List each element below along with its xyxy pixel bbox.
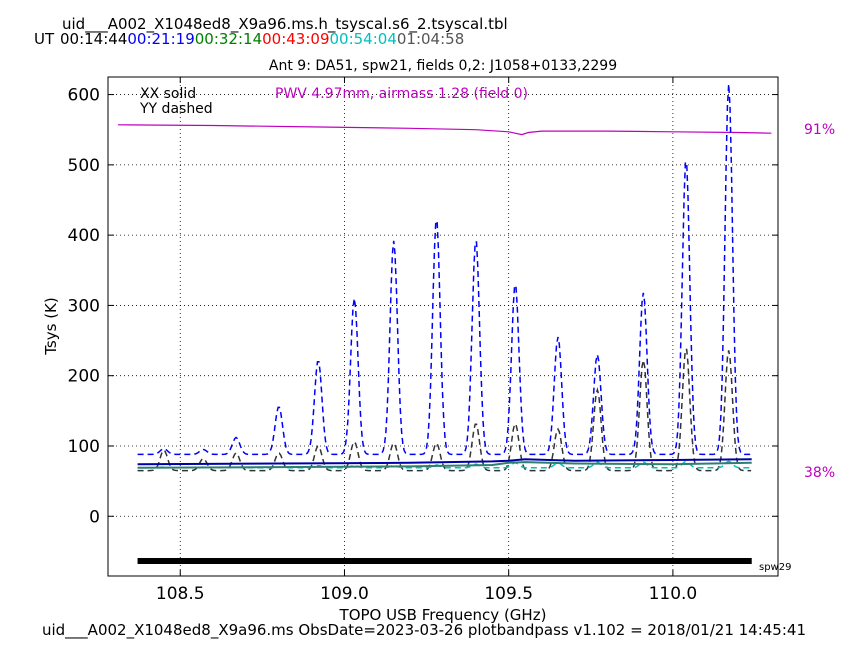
legend-xx: XX solid (140, 86, 196, 102)
x-tick-label: 108.5 (156, 584, 205, 604)
axis-ticks: 0 100 200 300 400 500 600 108.5 109.0 109.5 110.0 (68, 77, 778, 604)
y-tick-label: 300 (68, 296, 100, 316)
ut-time-6: 01:04:58 (397, 30, 464, 48)
legend-yy: YY dashed (139, 101, 213, 117)
transmission-top-label: 91% (804, 122, 835, 138)
chart-subtitle: Ant 9: DA51, spw21, fields 0,2: J1058+01… (269, 58, 617, 74)
y-tick-label: 0 (89, 507, 100, 527)
y-tick-label: 400 (68, 226, 100, 246)
ut-time-4: 00:43:09 (262, 30, 329, 48)
x-axis-label: TOPO USB Frequency (GHz) (339, 606, 547, 624)
spw-label: spw29 (759, 562, 791, 573)
atm-transmission-line (117, 124, 772, 136)
xx-series-line (137, 458, 752, 466)
ut-time-1: 00:14:44 (60, 30, 127, 48)
footer-text: uid___A002_X1048ed8_X9a96.ms ObsDate=202… (42, 621, 806, 640)
y-tick-label: 600 (68, 86, 100, 106)
ut-label: UT (34, 30, 55, 48)
plot-frame (107, 76, 779, 577)
y-tick-label: 100 (68, 437, 100, 457)
plot-series (117, 83, 772, 564)
y-tick-label: 500 (68, 156, 100, 176)
yy-series-line (137, 83, 752, 456)
xx-series-line (137, 461, 752, 469)
x-tick-label: 109.0 (320, 584, 369, 604)
y-tick-label: 200 (68, 367, 100, 387)
ut-times: 00:14:4400:21:1900:32:1400:43:0900:54:04… (60, 30, 464, 48)
yy-series-line (137, 348, 752, 472)
ut-time-5: 00:54:04 (330, 30, 397, 48)
ut-time-2: 00:21:19 (127, 30, 194, 48)
transmission-bottom-label: 38% (804, 465, 835, 481)
ut-time-3: 00:32:14 (195, 30, 262, 48)
y-axis-label: Tsys (K) (42, 297, 60, 356)
table-title: uid___A002_X1048ed8_X9a96.ms.h_tsyscal.s… (62, 15, 508, 34)
x-tick-label: 110.0 (649, 584, 698, 604)
x-tick-label: 109.5 (484, 584, 533, 604)
grid-lines (108, 77, 778, 576)
pwv-label: PWV 4.97mm, airmass 1.28 (field 0) (275, 86, 528, 102)
